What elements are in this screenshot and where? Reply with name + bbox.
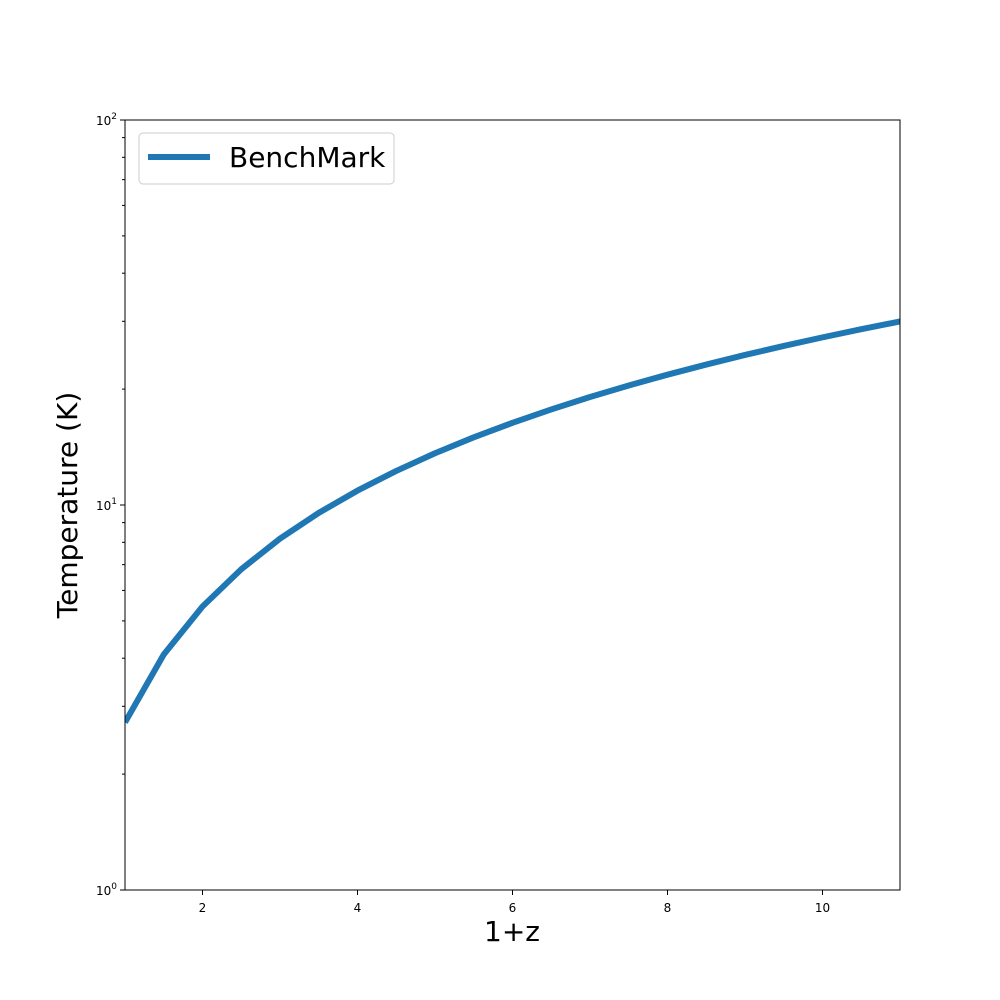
y-tick-label: 101 (96, 497, 117, 513)
legend: BenchMark (138, 132, 395, 185)
plot-area (125, 318, 900, 724)
x-tick-label: 8 (664, 901, 672, 915)
y-tick-label-base: 10 (96, 499, 111, 513)
legend-label: BenchMark (229, 141, 386, 174)
y-tick-label-base: 10 (96, 114, 111, 128)
x-axis-label: 1+z (484, 915, 540, 948)
x-tick-label: 10 (815, 901, 830, 915)
y-axis-label: Temperature (K) (51, 392, 84, 619)
x-tick-label: 6 (509, 901, 517, 915)
y-tick-label-exponent: 1 (111, 497, 117, 507)
x-tick-label: 2 (199, 901, 207, 915)
x-tick-label: 4 (354, 901, 362, 915)
y-tick-label: 100 (96, 882, 117, 898)
y-tick-label-base: 10 (96, 884, 111, 898)
y-tick-label-exponent: 0 (111, 882, 117, 892)
series-line-benchmark (125, 318, 900, 724)
legend-box (138, 132, 395, 185)
y-tick-label-exponent: 2 (111, 112, 117, 122)
y-tick-label: 102 (96, 112, 117, 128)
